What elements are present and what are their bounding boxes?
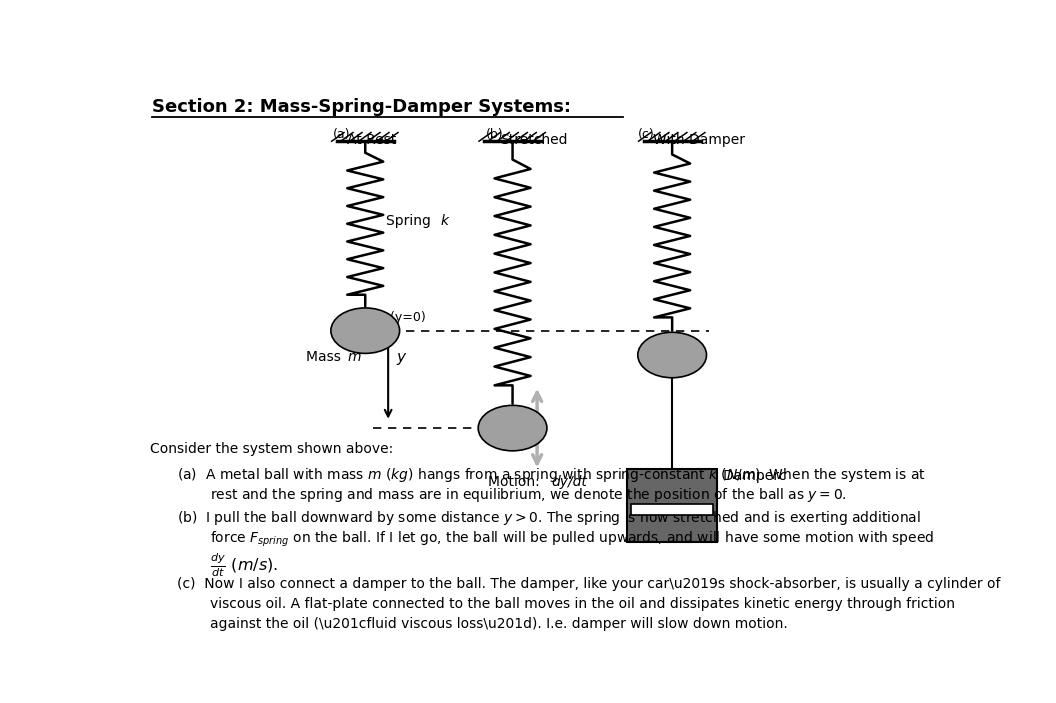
Text: Spring: Spring [385, 214, 435, 228]
Text: dy/dt: dy/dt [552, 475, 588, 489]
Text: Consider the system shown above:: Consider the system shown above: [150, 441, 393, 456]
Text: y: y [396, 349, 406, 365]
Text: (c): (c) [638, 128, 655, 141]
Circle shape [638, 333, 706, 378]
Bar [627, 469, 717, 542]
Text: $\frac{dy}{dt}$ $(m/s)$.: $\frac{dy}{dt}$ $(m/s)$. [210, 551, 278, 579]
Text: (b)  I pull the ball downward by some distance $y > 0$. The spring is now stretc: (b) I pull the ball downward by some dis… [177, 509, 921, 527]
Text: c: c [778, 469, 786, 483]
Text: against the oil (\u201cfluid viscous loss\u201d). I.e. damper will slow down mot: against the oil (\u201cfluid viscous los… [210, 617, 788, 631]
Circle shape [478, 406, 547, 451]
Text: Motion:: Motion: [488, 475, 544, 489]
Text: - - (y=0): - - (y=0) [374, 311, 427, 324]
Text: viscous oil. A flat-plate connected to the ball moves in the oil and dissipates : viscous oil. A flat-plate connected to t… [210, 597, 955, 611]
Text: Damper: Damper [723, 469, 784, 483]
Text: (b): (b) [486, 128, 503, 141]
Text: force $F_{spring}$ on the ball. If I let go, the ball will be pulled upwards, an: force $F_{spring}$ on the ball. If I let… [210, 529, 935, 548]
Circle shape [331, 308, 399, 354]
Text: Mass: Mass [306, 349, 345, 363]
Text: With Damper: With Damper [653, 133, 744, 147]
Text: (c)  Now I also connect a damper to the ball. The damper, like your car\u2019s s: (c) Now I also connect a damper to the b… [177, 577, 1000, 591]
Text: (a)  A metal ball with mass $m$ $(kg)$ hangs from a spring with spring-constant : (a) A metal ball with mass $m$ $(kg)$ ha… [177, 466, 926, 484]
Bar [631, 503, 713, 515]
Text: rest and the spring and mass are in equilibrium, we denote the position of the b: rest and the spring and mass are in equi… [210, 486, 847, 504]
Text: Stretched: Stretched [501, 133, 568, 147]
Text: At Rest: At Rest [347, 133, 396, 147]
Text: m: m [347, 349, 361, 363]
Text: k: k [440, 214, 449, 228]
Text: (a): (a) [333, 128, 350, 141]
Text: Section 2: Mass-Spring-Damper Systems:: Section 2: Mass-Spring-Damper Systems: [152, 98, 571, 116]
